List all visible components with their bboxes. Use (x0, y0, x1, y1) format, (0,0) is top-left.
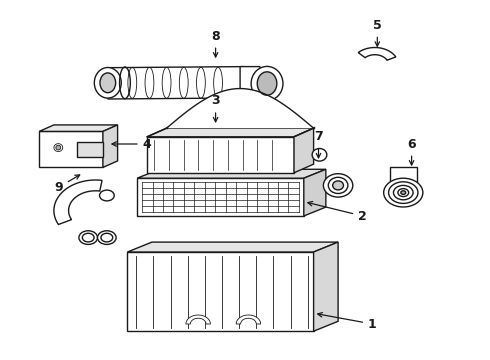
Ellipse shape (79, 231, 98, 244)
Polygon shape (314, 242, 338, 331)
Ellipse shape (328, 177, 348, 194)
Ellipse shape (101, 233, 113, 242)
Ellipse shape (56, 145, 61, 150)
Polygon shape (358, 48, 396, 60)
Polygon shape (147, 128, 314, 137)
Polygon shape (103, 125, 118, 167)
Polygon shape (304, 169, 326, 216)
Ellipse shape (398, 189, 409, 197)
Polygon shape (127, 252, 314, 331)
Ellipse shape (312, 148, 327, 161)
Text: 4: 4 (112, 138, 151, 150)
Polygon shape (108, 67, 245, 99)
Ellipse shape (384, 178, 423, 207)
Ellipse shape (100, 73, 116, 93)
Text: 8: 8 (211, 30, 220, 57)
Ellipse shape (323, 174, 353, 197)
Text: 9: 9 (54, 175, 80, 194)
Ellipse shape (54, 144, 63, 152)
Text: 5: 5 (373, 19, 382, 46)
Text: 6: 6 (407, 138, 416, 165)
Polygon shape (127, 242, 338, 252)
Text: 7: 7 (314, 130, 323, 158)
Ellipse shape (401, 191, 406, 194)
Polygon shape (39, 125, 118, 131)
Text: 1: 1 (318, 312, 377, 330)
Polygon shape (137, 169, 326, 178)
Ellipse shape (94, 68, 121, 98)
Polygon shape (137, 178, 304, 216)
Ellipse shape (257, 72, 277, 95)
Polygon shape (186, 315, 210, 324)
Polygon shape (236, 315, 261, 324)
Ellipse shape (389, 182, 418, 203)
Polygon shape (240, 67, 274, 101)
Ellipse shape (393, 185, 413, 200)
Ellipse shape (251, 66, 283, 101)
Polygon shape (147, 137, 294, 173)
Polygon shape (54, 180, 102, 225)
Polygon shape (39, 131, 103, 167)
Polygon shape (390, 167, 416, 182)
Text: 3: 3 (211, 94, 220, 122)
Polygon shape (294, 128, 314, 173)
Ellipse shape (333, 181, 343, 190)
Ellipse shape (98, 231, 116, 244)
Text: 2: 2 (308, 202, 367, 222)
Ellipse shape (82, 233, 94, 242)
Ellipse shape (99, 190, 114, 201)
Polygon shape (77, 142, 103, 157)
